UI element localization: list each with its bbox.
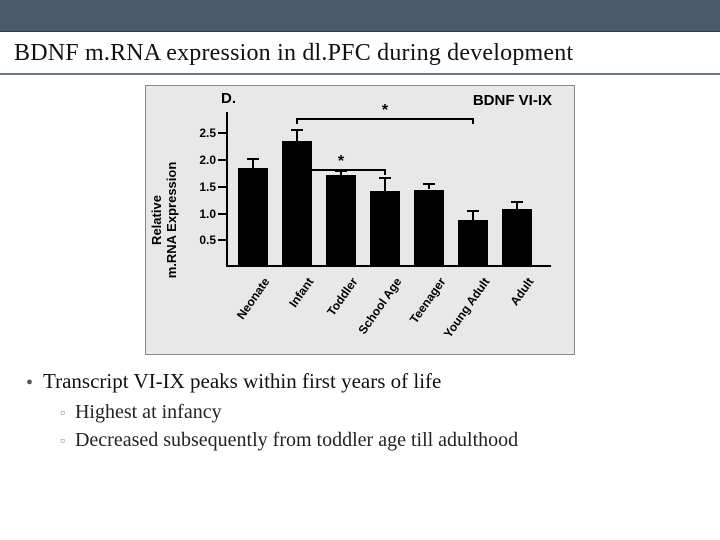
y-tick-label: 2.0 <box>188 153 216 167</box>
bar <box>458 220 488 267</box>
bar <box>282 141 312 267</box>
bullet-main-text: Transcript VI-IX peaks within first year… <box>43 369 441 394</box>
y-tick-label: 0.5 <box>188 233 216 247</box>
y-tick <box>218 159 226 161</box>
bar-chart: D. BDNF VI-IX Relative m.RNA Expression … <box>145 85 575 355</box>
significance-tick <box>296 169 298 175</box>
significance-tick <box>472 118 474 124</box>
bar <box>414 190 444 268</box>
slide-top-bar <box>0 0 720 32</box>
panel-letter: D. <box>221 90 236 107</box>
bullet-square-icon: ▫ <box>60 429 65 455</box>
y-tick <box>218 239 226 241</box>
chart-title: BDNF VI-IX <box>473 92 552 109</box>
y-tick <box>218 186 226 188</box>
sub-bullet-1: ▫ Highest at infancy <box>60 401 694 427</box>
y-tick <box>218 213 226 215</box>
sub-bullet-2-text: Decreased subsequently from toddler age … <box>75 429 518 452</box>
error-cap <box>291 129 303 131</box>
significance-star: * <box>382 102 388 120</box>
title-band: BDNF m.RNA expression in dl.PFC during d… <box>0 32 720 75</box>
error-cap <box>379 177 391 179</box>
y-tick-label: 2.5 <box>188 126 216 140</box>
plot-area: 0.51.01.52.02.5NeonateInfantToddlerSchoo… <box>226 112 551 267</box>
bar <box>502 209 532 267</box>
sub-bullet-1-text: Highest at infancy <box>75 401 222 424</box>
bullet-main: • Transcript VI-IX peaks within first ye… <box>26 369 694 397</box>
y-axis-label: Relative m.RNA Expression <box>149 140 179 300</box>
significance-star: * <box>338 153 344 171</box>
error-cap <box>247 158 259 160</box>
error-bar <box>472 211 474 220</box>
error-bar <box>252 159 254 169</box>
sub-bullet-2: ▫ Decreased subsequently from toddler ag… <box>60 429 694 455</box>
error-bar <box>384 178 386 191</box>
bar <box>326 175 356 267</box>
error-bar <box>516 202 518 209</box>
y-axis-line <box>226 112 228 267</box>
bullet-dot-icon: • <box>26 369 33 397</box>
bar <box>370 191 400 267</box>
bar <box>238 168 268 267</box>
error-cap <box>467 210 479 212</box>
error-cap <box>511 201 523 203</box>
error-cap <box>423 183 435 185</box>
y-tick-label: 1.0 <box>188 207 216 221</box>
significance-tick <box>296 118 298 124</box>
bullet-square-icon: ▫ <box>60 401 65 427</box>
bullet-sublist: ▫ Highest at infancy ▫ Decreased subsequ… <box>26 401 694 455</box>
y-tick-label: 1.5 <box>188 180 216 194</box>
error-bar <box>296 130 298 142</box>
y-tick <box>218 132 226 134</box>
slide-title: BDNF m.RNA expression in dl.PFC during d… <box>14 40 706 67</box>
significance-tick <box>384 169 386 175</box>
bullet-list: • Transcript VI-IX peaks within first ye… <box>0 359 720 455</box>
